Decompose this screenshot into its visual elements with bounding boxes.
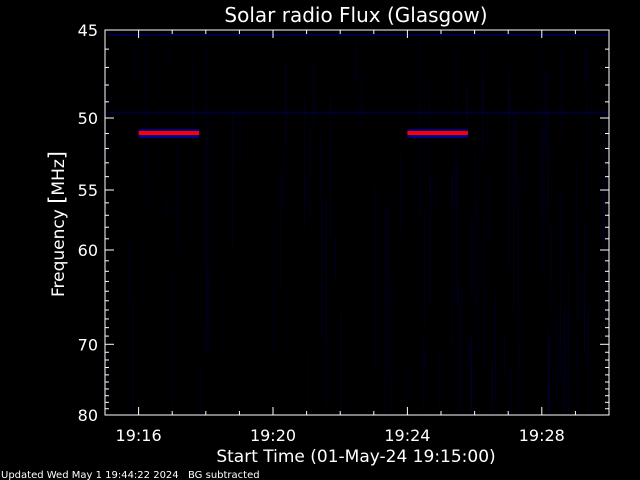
plot-frame [104, 29, 610, 416]
x-tick-label: 19:28 [519, 426, 565, 445]
y-tick-label: 50 [78, 109, 98, 128]
y-tick-label: 70 [78, 335, 98, 354]
feature-layer [138, 129, 468, 139]
footer-bg-note: BG subtracted [188, 470, 260, 480]
plot-background [105, 30, 609, 415]
y-tick-label: 80 [78, 406, 98, 425]
y-tick-label: 45 [78, 21, 98, 40]
y-axis-label: Frequency [MHz] [45, 151, 69, 297]
y-axis-ticks: 45 50 55 60 70 80 [78, 21, 609, 425]
y-axis-label-close-bracket: ] [45, 151, 69, 159]
interference-band-2 [407, 131, 468, 136]
y-tick-label: 55 [78, 181, 98, 200]
noise-band-top [107, 33, 607, 36]
footer-updated: Updated Wed May 1 19:44:22 2024 [1, 470, 179, 480]
x-axis-ticks: 19:16 19:20 19:24 19:28 [116, 30, 576, 445]
y-tick-label: 60 [78, 241, 98, 260]
noise-layer [106, 32, 607, 413]
noise-band-50mhz [107, 111, 607, 114]
y-axis-label-word: Frequency [49, 204, 69, 297]
y-axis-label-open-bracket: [ [45, 196, 69, 204]
x-tick-label: 19:16 [116, 426, 162, 445]
chart-title: Solar radio Flux (Glasgow) [224, 3, 487, 27]
interference-band-1 [138, 131, 200, 136]
plot-area [104, 29, 610, 416]
x-axis-label: Start Time (01-May-24 19:15:00) [216, 447, 495, 467]
y-axis-label-unit: MHz [49, 159, 69, 195]
x-tick-label: 19:24 [384, 426, 430, 445]
x-tick-label: 19:20 [250, 426, 296, 445]
